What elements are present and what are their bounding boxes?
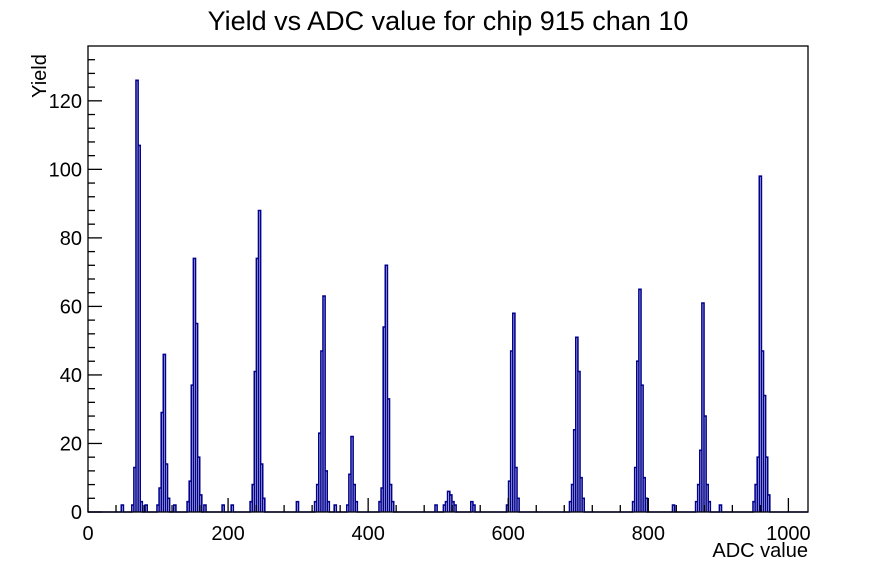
chart-title: Yield vs ADC value for chip 915 chan 10 <box>208 6 689 36</box>
y-tick-label: 0 <box>71 502 82 524</box>
y-tick-label: 60 <box>60 296 82 318</box>
x-tick-label: 800 <box>632 523 665 545</box>
x-tick-label: 400 <box>351 523 384 545</box>
axis-tick-labels: 0 200 400 600 800 1000 0 20 40 60 80 100 120 <box>49 91 811 545</box>
y-tick-label: 40 <box>60 365 82 387</box>
x-tick-label: 200 <box>211 523 244 545</box>
axis-ticks <box>87 59 790 513</box>
x-tick-label: 0 <box>82 523 93 545</box>
x-axis-title: ADC value <box>712 540 808 562</box>
y-tick-label: 120 <box>49 91 82 113</box>
y-tick-label: 100 <box>49 159 82 181</box>
y-tick-label: 20 <box>60 433 82 455</box>
x-tick-label: 600 <box>492 523 525 545</box>
y-tick-label: 80 <box>60 228 82 250</box>
histogram-line <box>88 79 808 513</box>
x-tick-label: 1000 <box>766 523 811 545</box>
y-axis-title: Yield <box>29 54 51 98</box>
